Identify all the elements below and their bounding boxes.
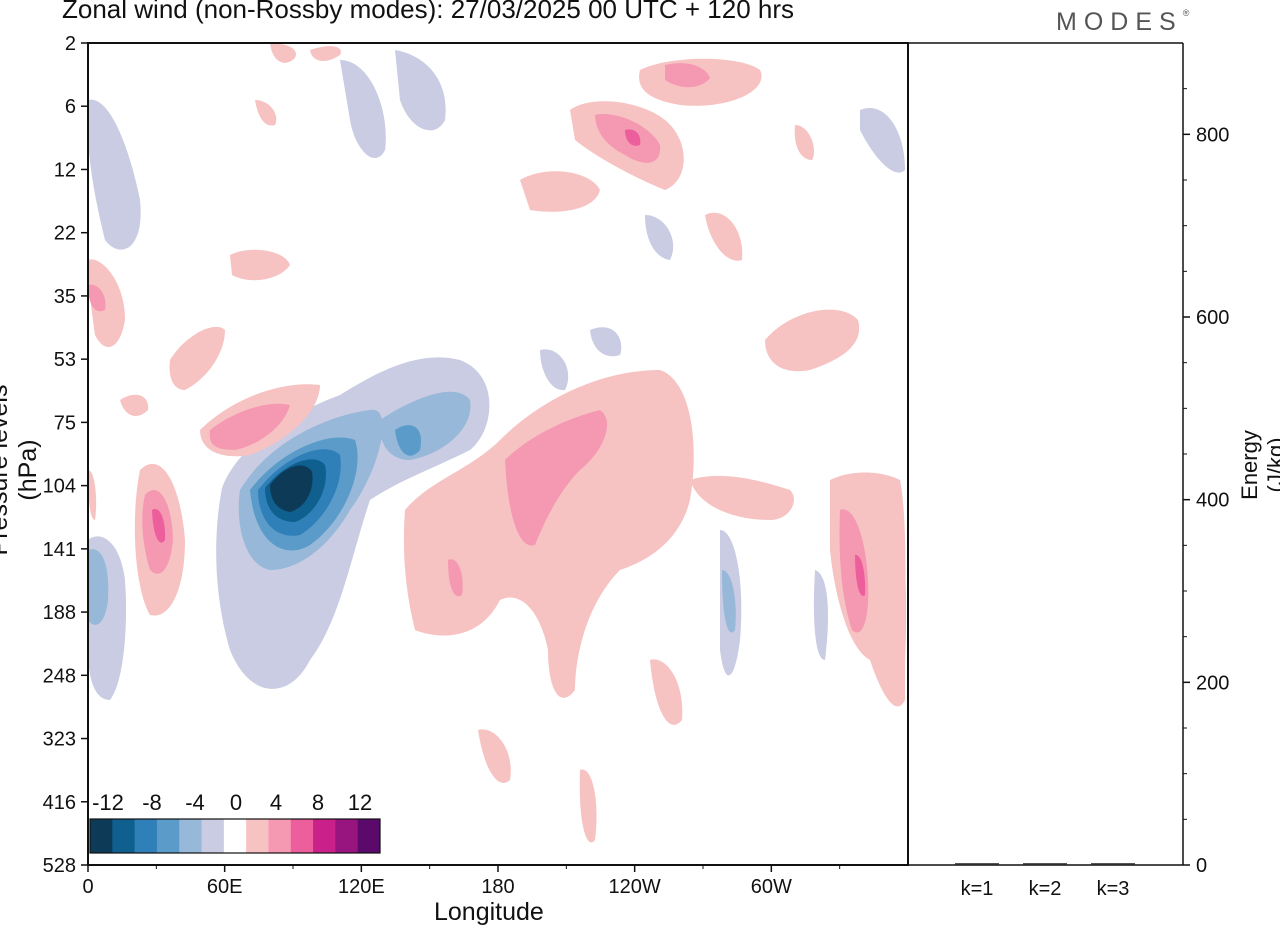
colorbar-swatch <box>357 819 381 853</box>
colorbar-swatch <box>290 819 314 853</box>
y-tick-label: 6 <box>65 96 76 118</box>
negative-regions <box>88 50 907 700</box>
y-tick-label: 323 <box>43 729 76 751</box>
colorbar-label: 8 <box>312 790 324 815</box>
y-tick-label: 75 <box>54 412 76 434</box>
colorbar-swatch <box>179 819 203 853</box>
colorbar-label: -8 <box>142 790 162 815</box>
x-tick-label: 0 <box>82 876 93 898</box>
y-axis-label: Pressure levels (hPa) <box>0 384 42 556</box>
energy-tick-label: 200 <box>1196 672 1229 694</box>
x-tick-label: 120W <box>609 876 661 898</box>
y-tick-label: 188 <box>43 602 76 624</box>
y-tick-label: 104 <box>43 476 76 498</box>
x-tick-label: 60W <box>751 876 792 898</box>
colorbar-swatch <box>335 819 359 853</box>
energy-tick-label: 0 <box>1196 855 1207 877</box>
y-tick-label: 248 <box>43 665 76 687</box>
energy-bars: k=1 k=2 k=3 <box>955 863 1135 900</box>
colorbar-swatch <box>223 819 247 853</box>
colorbar-swatch <box>134 819 158 853</box>
bar-category-label: k=2 <box>1029 878 1062 900</box>
colorbar: -12 -8 -4 0 4 8 12 <box>89 790 381 854</box>
energy-tick-label: 400 <box>1196 490 1229 512</box>
energy-bar <box>1091 863 1135 865</box>
y-tick-label: 416 <box>43 792 76 814</box>
y-tick-label: 2 <box>65 33 76 55</box>
y-tick-label: 141 <box>43 539 76 561</box>
bar-category-label: k=1 <box>961 878 994 900</box>
registered-mark-icon: ® <box>1182 8 1190 18</box>
energy-tick-label: 600 <box>1196 307 1229 329</box>
x-axis-label: Longitude <box>434 898 544 926</box>
positive-regions <box>88 43 906 843</box>
y-tick-label: 22 <box>54 223 76 245</box>
brand-logo: MODES® <box>1056 8 1189 37</box>
energy-axis-ticks: 0 200 400 600 800 <box>1183 88 1229 877</box>
colorbar-label: 12 <box>348 790 372 815</box>
colorbar-swatch <box>90 819 113 853</box>
colorbar-swatch <box>313 819 336 853</box>
energy-axis-label: Energy (J/kg) <box>1237 430 1280 500</box>
bar-category-label: k=3 <box>1097 878 1130 900</box>
y-tick-label: 35 <box>54 286 76 308</box>
energy-tick-label: 800 <box>1196 124 1229 146</box>
x-tick-label: 180 <box>481 876 514 898</box>
y-tick-label: 12 <box>54 159 76 181</box>
colorbar-label: -4 <box>185 790 205 815</box>
colorbar-label: -12 <box>92 790 124 815</box>
brand-text: MODES <box>1056 8 1183 36</box>
colorbar-swatch <box>201 819 225 853</box>
colorbar-swatch <box>268 819 292 853</box>
colorbar-swatch <box>246 819 269 853</box>
y-tick-label: 53 <box>54 349 76 371</box>
energy-bar <box>955 863 999 865</box>
y-tick-label: 528 <box>43 855 76 877</box>
x-tick-label: 60E <box>207 876 243 898</box>
chart-title: Zonal wind (non-Rossby modes): 27/03/202… <box>62 0 794 24</box>
colorbar-label: 0 <box>230 790 242 815</box>
x-tick-label: 120E <box>338 876 385 898</box>
longitude-axis-ticks: 0 60E 120E 180 120W 60W <box>82 865 841 898</box>
colorbar-swatch <box>112 819 136 853</box>
pressure-axis-ticks: 2 6 12 22 35 53 75 104 141 188 248 323 416 528 <box>43 33 88 877</box>
colorbar-label: 4 <box>270 790 282 815</box>
energy-bar <box>1023 863 1067 865</box>
contour-field <box>88 43 907 843</box>
colorbar-swatch <box>156 819 180 853</box>
